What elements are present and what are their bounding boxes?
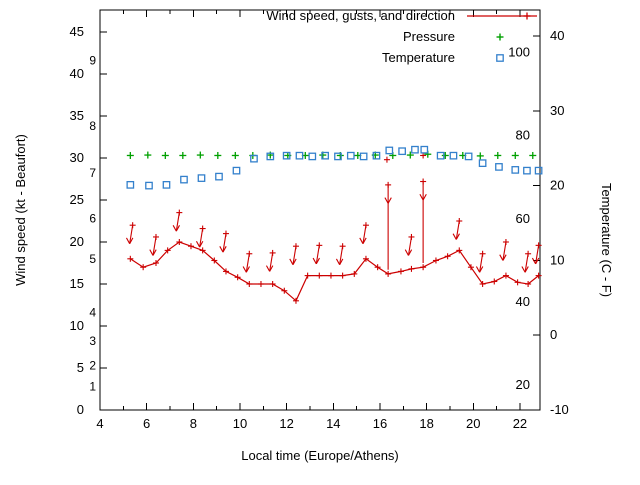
temperature-series — [126, 145, 543, 190]
celsius-tick-label: 30 — [550, 103, 564, 118]
kt-tick-label: 10 — [70, 318, 84, 333]
celsius-tick-label: 0 — [550, 327, 557, 342]
fahrenheit-label: 60 — [516, 211, 530, 226]
legend-label: Temperature — [382, 50, 455, 65]
legend-label: Pressure — [403, 29, 455, 44]
kt-tick-label: 30 — [70, 150, 84, 165]
legend: Wind speed, gusts, and direction Pressure… — [266, 8, 537, 65]
kt-tick-label: 25 — [70, 192, 84, 207]
plot-border — [99, 9, 541, 411]
kt-tick-label: 40 — [70, 66, 84, 81]
wind-series — [127, 239, 542, 304]
legend-label: Wind speed, gusts, and direction — [266, 8, 455, 23]
kt-tick-label: 35 — [70, 108, 84, 123]
x-tick-label: 4 — [96, 416, 103, 431]
gust-arrows — [125, 152, 542, 273]
x-axis-label: Local time (Europe/Athens) — [241, 448, 399, 463]
beaufort-label: 5 — [89, 252, 96, 266]
kt-tick-label: 15 — [70, 276, 84, 291]
beaufort-label: 1 — [89, 379, 96, 393]
kt-tick-label: 0 — [77, 402, 84, 417]
x-tick-label: 22 — [513, 416, 527, 431]
beaufort-label: 7 — [89, 166, 96, 180]
y-axis-label-right: Temperature (C - F) — [599, 183, 614, 297]
x-tick-label: 14 — [326, 416, 340, 431]
axes: 4 6 8 10 12 14 16 18 20 2205101520253035404512345… — [70, 9, 569, 431]
x-tick-label: 6 — [143, 416, 150, 431]
x-tick-label: 12 — [279, 416, 293, 431]
x-tick-label: 18 — [419, 416, 433, 431]
beaufort-label: 9 — [89, 54, 96, 68]
celsius-tick-label: 20 — [550, 178, 564, 193]
beaufort-label: 6 — [89, 211, 96, 225]
x-tick-label: 16 — [373, 416, 387, 431]
x-tick-label: 10 — [233, 416, 247, 431]
beaufort-label: 4 — [89, 306, 96, 320]
kt-tick-label: 45 — [70, 24, 84, 39]
x-tick-label: 20 — [466, 416, 480, 431]
kt-tick-label: 20 — [70, 234, 84, 249]
x-tick-label: 8 — [190, 416, 197, 431]
celsius-tick-label: -10 — [550, 402, 569, 417]
fahrenheit-label: 40 — [516, 294, 530, 309]
fahrenheit-label: 20 — [516, 377, 530, 392]
fahrenheit-label: 100 — [508, 45, 530, 60]
beaufort-label: 3 — [89, 334, 96, 348]
celsius-tick-label: 10 — [550, 252, 564, 267]
fahrenheit-label: 80 — [516, 128, 530, 143]
kt-tick-label: 5 — [77, 360, 84, 375]
y-axis-label-left: Wind speed (kt - Beaufort) — [13, 134, 28, 286]
beaufort-label: 8 — [89, 119, 96, 133]
beaufort-label: 2 — [89, 358, 96, 372]
celsius-tick-label: 40 — [550, 28, 564, 43]
